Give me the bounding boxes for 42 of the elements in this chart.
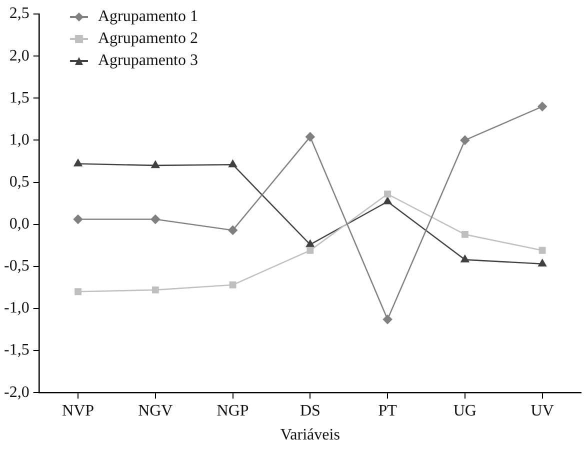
- point: [74, 288, 82, 296]
- y-tick-label: -0,5: [4, 258, 30, 275]
- point: [384, 190, 392, 198]
- point: [229, 281, 236, 288]
- y-tick-label: -1,5: [4, 342, 30, 359]
- point: [306, 246, 314, 254]
- y-tick-label: 2,0: [9, 47, 30, 64]
- point: [538, 246, 546, 254]
- y-tick-label: 1,0: [9, 131, 30, 148]
- point: [306, 132, 315, 142]
- point: [382, 314, 392, 324]
- point: [538, 259, 546, 267]
- point: [74, 159, 82, 166]
- x-tick-label: NVP: [62, 402, 94, 420]
- y-tick-label: 2,5: [9, 5, 30, 22]
- x-tick-label: DS: [300, 402, 320, 420]
- x-tick-label: NGV: [138, 402, 174, 420]
- y-tick-label: 1,5: [9, 89, 30, 106]
- point: [383, 196, 392, 204]
- legend-label: Agrupamento 2: [98, 30, 198, 48]
- point: [228, 160, 237, 168]
- y-tick-label: 0,5: [9, 173, 30, 190]
- point: [228, 226, 238, 235]
- legend-label: Agrupamento 3: [98, 52, 198, 70]
- point: [460, 136, 470, 145]
- x-tick-label: PT: [378, 402, 398, 420]
- point: [152, 286, 159, 294]
- x-tick-label: NGP: [216, 402, 249, 420]
- point: [538, 102, 547, 112]
- x-axis-title: Variáveis: [280, 426, 340, 444]
- y-tick-label: -1,0: [4, 300, 30, 317]
- x-tick-label: UG: [453, 402, 477, 420]
- point: [150, 214, 160, 224]
- point: [306, 240, 314, 248]
- y-tick-label: 0,0: [9, 216, 30, 233]
- point: [460, 255, 470, 262]
- x-tick-label: UV: [530, 402, 554, 420]
- point: [151, 160, 160, 168]
- point: [73, 214, 83, 224]
- point: [461, 230, 468, 238]
- y-tick-label: -2,0: [4, 384, 30, 401]
- legend-label: Agrupamento 1: [98, 8, 198, 26]
